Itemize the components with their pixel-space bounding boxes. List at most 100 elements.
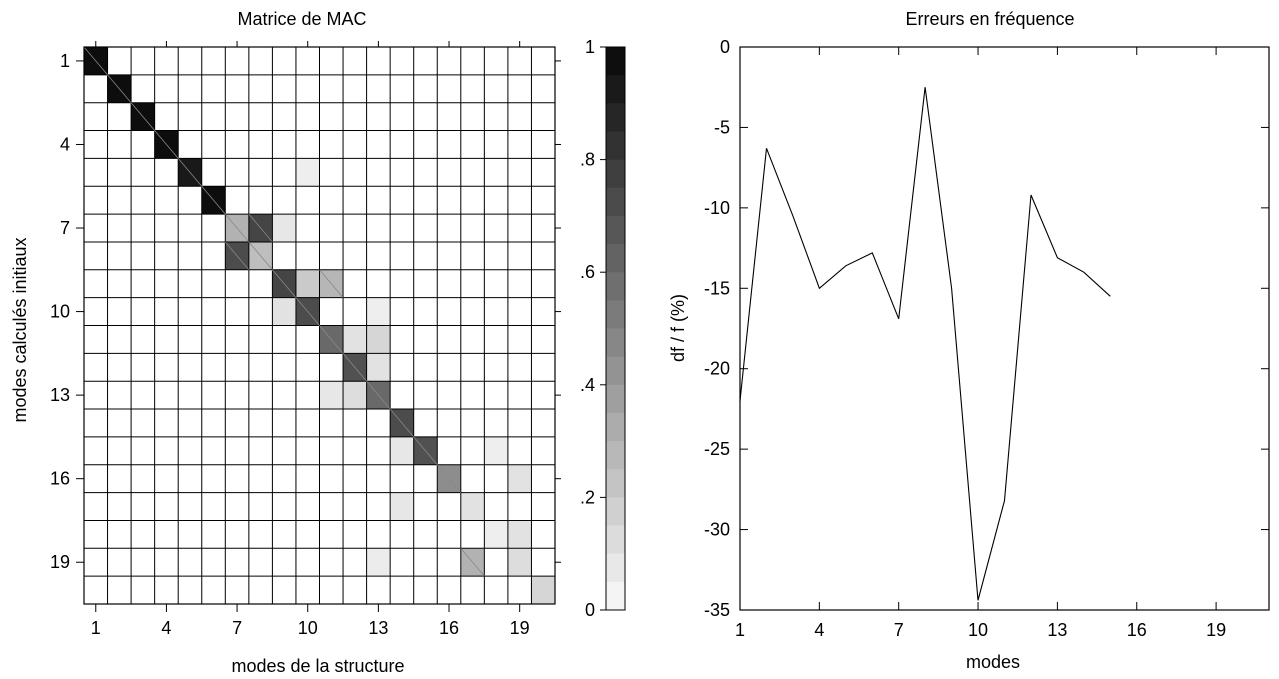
mac-cell-11-12: [343, 325, 367, 354]
mac-cell-diagonal: [319, 269, 344, 298]
colorbar-swatch: [606, 525, 625, 555]
colorbar-tick-label: .8: [580, 150, 595, 170]
mac-cell-13-11: [319, 381, 344, 410]
mac-cell-12-13: [366, 353, 391, 382]
mac-y-tick-label: 4: [60, 134, 70, 154]
freq-y-axis: 0 -5 -10 -15 -20 -25 -30 -35: [704, 37, 1269, 620]
colorbar-swatch: [606, 328, 625, 358]
mac-cell-11-13: [366, 325, 391, 354]
freq-y-tick-label: -5: [714, 117, 730, 137]
mac-cell-diagonal: [107, 74, 132, 103]
colorbar-swatch: [606, 131, 625, 161]
mac-x-tick-label: 13: [368, 618, 388, 638]
frequency-error-chart: Erreurs en fréquence 1 4 7 10 13 16 19 0 -5 -10 -…: [668, 9, 1270, 672]
mac-y-tick-label: 10: [50, 302, 70, 322]
colorbar-swatch: [606, 441, 625, 470]
colorbar-swatch: [606, 159, 625, 189]
colorbar-swatch: [606, 581, 625, 611]
colorbar-swatch: [606, 244, 625, 273]
mac-y-tick-label: 16: [50, 469, 70, 489]
mac-cell-diagonal: [130, 102, 155, 131]
colorbar-swatch: [606, 215, 625, 245]
mac-cell-15-18: [484, 436, 508, 465]
mac-cell-diagonal: [177, 158, 203, 187]
colorbar-swatch: [606, 469, 625, 498]
mac-cell-19-13: [366, 548, 391, 577]
freq-x-tick-label: 4: [814, 620, 824, 640]
mac-cell-diagonal: [83, 46, 108, 76]
colorbar-swatch: [606, 47, 625, 76]
mac-cell-5-10: [295, 158, 320, 187]
mac-cell-18-18: [484, 520, 508, 549]
mac-y-axis: 1 4 7 10 13 16 19: [50, 51, 561, 572]
colorbar-swatch: [606, 497, 625, 527]
mac-x-tick-label: 10: [298, 618, 318, 638]
mac-x-tick-label: 1: [91, 618, 101, 638]
freq-plot-frame: [739, 46, 1270, 611]
freq-y-tick-label: -15: [704, 278, 730, 298]
colorbar-tick-label: .6: [580, 262, 595, 282]
freq-x-tick-label: 16: [1127, 620, 1147, 640]
mac-cell-17-14: [390, 492, 414, 521]
mac-cell-diagonal: [272, 269, 297, 298]
colorbar-tick-label: 1: [585, 37, 595, 57]
mac-cell-diagonal: [436, 464, 462, 493]
colorbar-swatch: [606, 384, 625, 414]
mac-cell-13-12: [343, 381, 367, 410]
colorbar-swatch: [606, 553, 625, 583]
freq-y-tick-label: -10: [704, 198, 730, 218]
mac-cell-diagonal: [342, 353, 367, 382]
mac-cell-20-20: [531, 576, 555, 604]
mac-cell-16-19: [507, 464, 532, 493]
mac-cell-diagonal: [201, 185, 226, 215]
colorbar-swatch: [606, 412, 625, 442]
freq-x-tick-label: 13: [1047, 620, 1067, 640]
mac-cell-18-19: [507, 520, 532, 549]
mac-cell-diagonal: [224, 241, 250, 271]
mac-cell-7-9: [272, 214, 296, 242]
mac-cell-diagonal: [366, 380, 391, 410]
colorbar-swatch: [606, 103, 625, 132]
freq-y-tick-label: -20: [704, 359, 730, 379]
colorbar-frame: [605, 46, 626, 611]
mac-cell-9-10: [295, 269, 320, 298]
mac-cell-15-14: [390, 436, 414, 465]
freq-y-tick-label: -25: [704, 439, 730, 459]
mac-cell-17-17: [460, 492, 485, 521]
colorbar-tick-label: 0: [585, 600, 595, 620]
colorbar-swatch: [606, 75, 625, 104]
mac-plot-frame: [83, 46, 556, 605]
colorbar-swatch: [606, 187, 625, 217]
colorbar-tick-label: .4: [580, 375, 595, 395]
mac-x-tick-label: 4: [161, 618, 171, 638]
mac-cell-diagonal: [295, 297, 320, 326]
freq-x-axis: 1 4 7 10 13 16 19: [735, 47, 1226, 640]
mac-cell-diagonal: [319, 325, 344, 354]
freq-y-tick-label: -30: [704, 520, 730, 540]
mac-cell-10-13: [366, 297, 391, 326]
mac-x-tick-label: 7: [232, 618, 242, 638]
mac-cell-diagonal: [389, 408, 415, 438]
mac-cell-diagonal: [248, 213, 273, 243]
mac-chart-title: Matrice de MAC: [237, 9, 366, 29]
mac-cell-diagonal: [224, 213, 250, 243]
mac-y-tick-label: 13: [50, 385, 70, 405]
freq-y-axis-label: df / f (%): [668, 294, 688, 362]
mac-x-axis-label: modes de la structure: [231, 656, 404, 676]
freq-x-tick-label: 10: [968, 620, 988, 640]
colorbar-swatch: [606, 272, 625, 301]
mac-x-tick-label: 19: [510, 618, 530, 638]
mac-cell-19-19: [507, 548, 532, 577]
mac-y-tick-label: 7: [60, 218, 70, 238]
colorbar-swatch: [606, 300, 625, 329]
mac-cell-diagonal: [460, 548, 485, 577]
freq-x-tick-label: 1: [735, 620, 745, 640]
mac-colorbar: 0 .2 .4 .6 .8 1: [580, 37, 626, 620]
mac-cell-diagonal: [248, 241, 273, 271]
colorbar-tick-label: .2: [580, 487, 595, 507]
freq-y-tick-label: 0: [720, 37, 730, 57]
mac-x-tick-label: 16: [439, 618, 459, 638]
mac-cell-diagonal: [154, 130, 179, 159]
mac-grid: [84, 47, 555, 604]
